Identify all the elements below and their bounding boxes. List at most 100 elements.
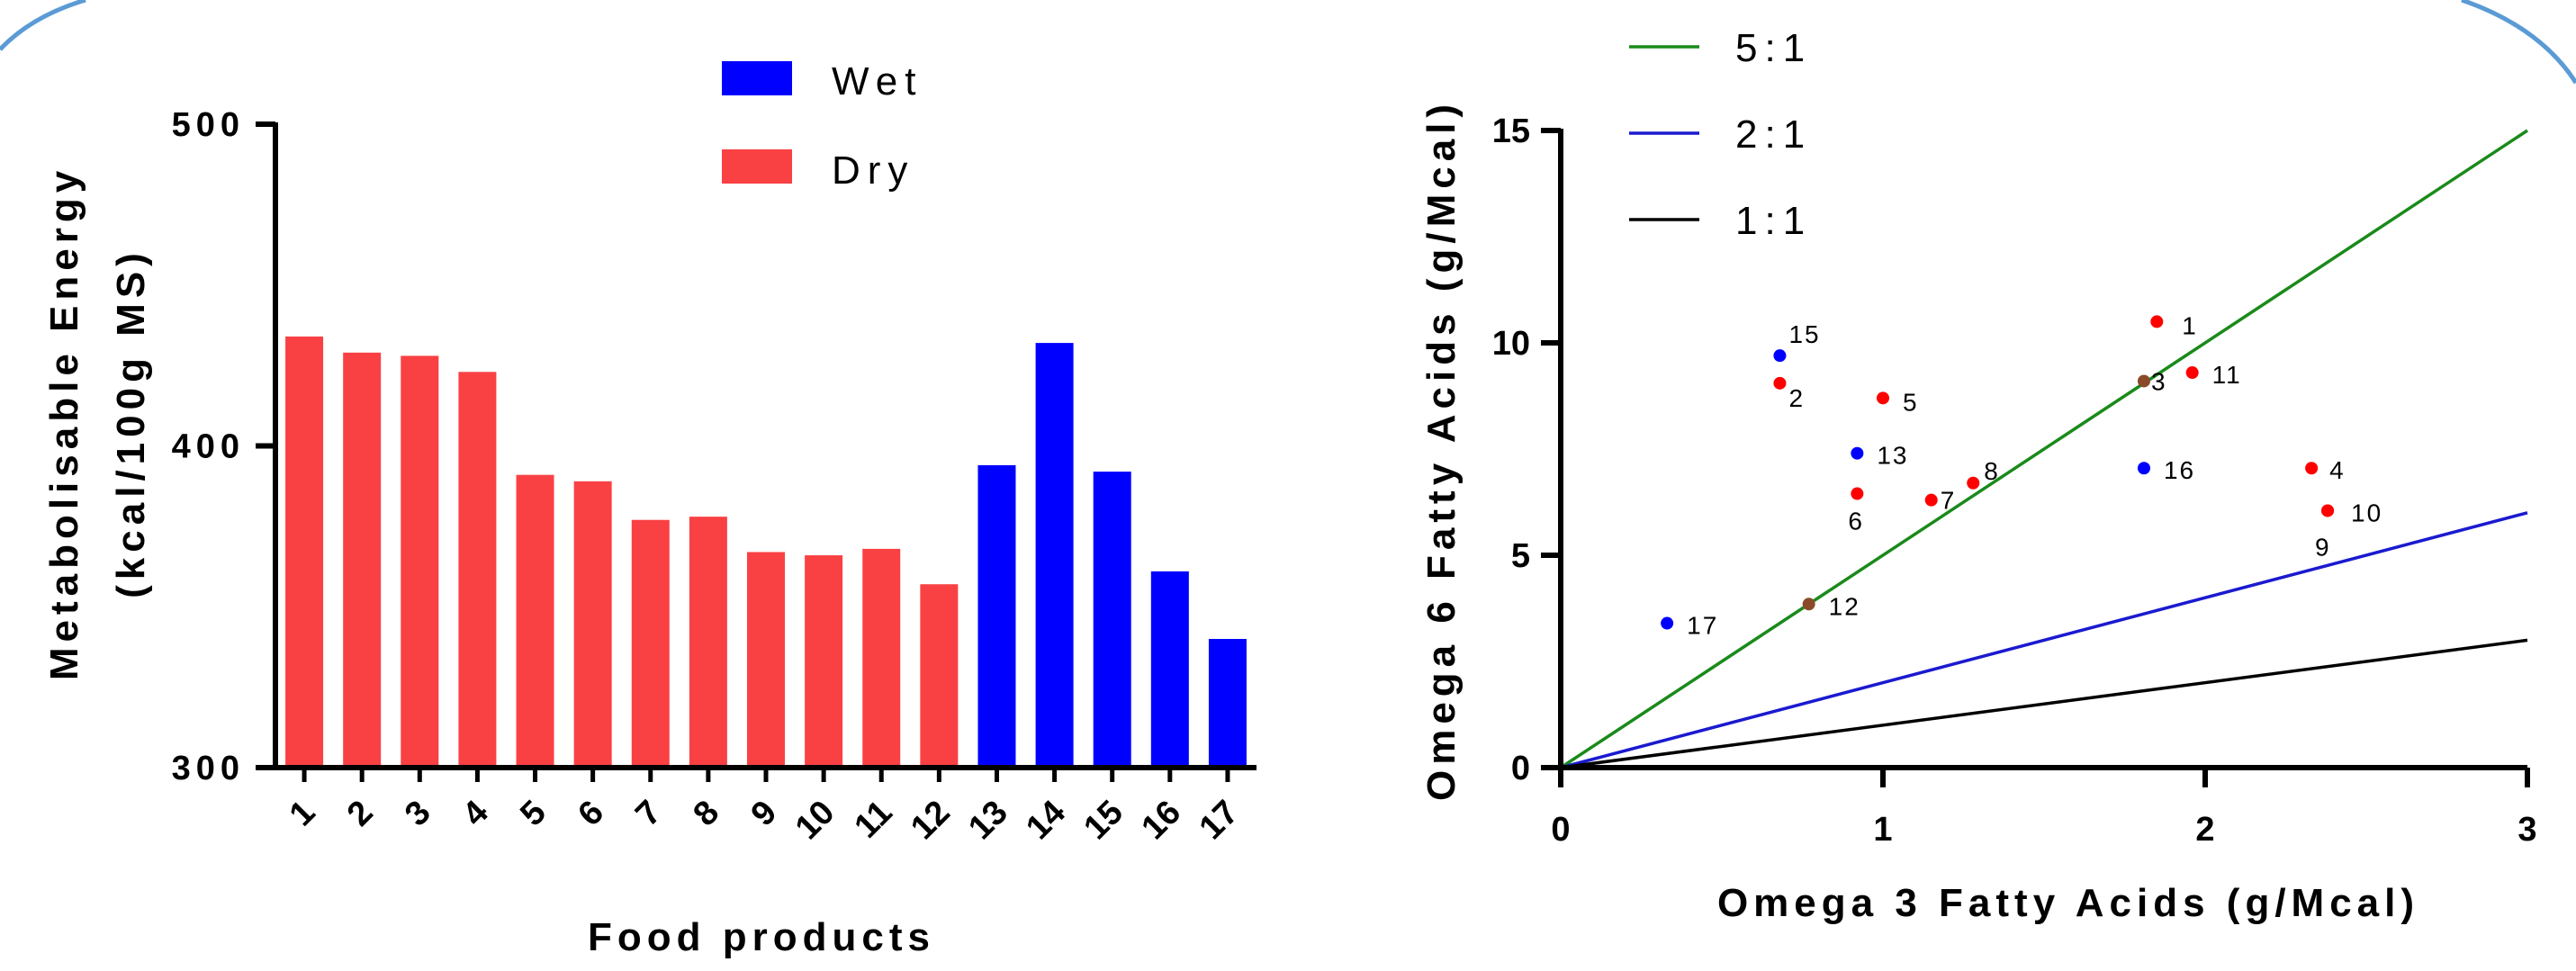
bar-x-tick-label: 2 bbox=[340, 794, 381, 834]
bar-x-tick-label: 16 bbox=[1135, 794, 1189, 848]
scatter-point-12 bbox=[1802, 598, 1815, 611]
scatter-point-label: 17 bbox=[1687, 612, 1718, 640]
scatter-point-label: 4 bbox=[2329, 456, 2346, 484]
bar-x-tick-label: 5 bbox=[513, 794, 554, 834]
bar-x-tick-label: 15 bbox=[1076, 794, 1130, 848]
bar-14 bbox=[1035, 343, 1074, 768]
bar-17 bbox=[1208, 639, 1247, 768]
ratio-line-5-1 bbox=[1560, 129, 2528, 769]
bar-x-tick-label: 12 bbox=[904, 794, 958, 848]
scatter-point-11 bbox=[2185, 366, 2199, 380]
bar-x-ticks: 1 2 3 4 5 6 7 8 9 10 11 12 13 14 15 16 17 bbox=[283, 768, 1247, 848]
scatter-point-7 bbox=[1924, 493, 1938, 507]
scatter-point-label: 9 bbox=[2315, 533, 2331, 561]
scatter-point-label: 6 bbox=[1848, 508, 1864, 535]
scatter-x-tick-label: 2 bbox=[2195, 811, 2214, 849]
scatter-point-2 bbox=[1773, 376, 1787, 390]
scatter-point-1 bbox=[2150, 315, 2164, 328]
scatter-y-tick-label: 10 bbox=[1492, 325, 1530, 363]
scatter-x-ticks: 0 1 2 3 bbox=[1551, 768, 2537, 849]
scatter-y-axis-title: Omega 6 Fatty Acids (g/Mcal) bbox=[1419, 99, 1464, 801]
bar-y-ticks: 300 400 500 bbox=[172, 106, 275, 787]
scatter-point-label: 8 bbox=[1984, 457, 2000, 485]
scatter-point-label: 16 bbox=[2164, 456, 2195, 484]
legend-label-1-1: 1:1 bbox=[1735, 199, 1812, 243]
legend-label-dry: Dry bbox=[832, 148, 914, 193]
ratio-line-1-1 bbox=[1560, 638, 2528, 769]
bar-15 bbox=[1093, 472, 1131, 768]
bar-x-tick-label: 10 bbox=[788, 794, 842, 848]
frame-arc-right bbox=[2461, 0, 2576, 85]
scatter-point-label: 10 bbox=[2351, 499, 2382, 526]
scatter-point-label: 1 bbox=[2182, 311, 2198, 339]
scatter-y-tick-label: 5 bbox=[1511, 537, 1530, 575]
scatter-point-16 bbox=[2137, 462, 2150, 475]
bar-10 bbox=[805, 555, 843, 768]
legend-label-5-1: 5:1 bbox=[1735, 26, 1812, 70]
bar-x-tick-label: 17 bbox=[1193, 794, 1247, 848]
ratio-line-2-1 bbox=[1560, 511, 2528, 769]
scatter-point-6 bbox=[1851, 487, 1864, 500]
bar-x-tick-label: 13 bbox=[961, 794, 1015, 848]
scatter-axes bbox=[1558, 129, 2527, 770]
scatter-point-15 bbox=[1773, 349, 1787, 363]
scatter-point-label: 11 bbox=[2212, 361, 2242, 389]
bar-13 bbox=[977, 464, 1016, 768]
scatter-point-5 bbox=[1877, 391, 1889, 405]
scatter-point-label: 15 bbox=[1788, 320, 1820, 348]
bar-y-tick-label: 400 bbox=[172, 428, 245, 466]
bar-4 bbox=[458, 372, 497, 768]
bar-x-tick-label: 6 bbox=[571, 794, 611, 834]
bar-11 bbox=[862, 548, 901, 768]
legend-label-2-1: 2:1 bbox=[1735, 112, 1812, 157]
bar-y-axis-title-line1: Metabolisable Energy bbox=[42, 166, 86, 680]
legend-label-wet: Wet bbox=[832, 59, 923, 103]
bar-y-axis-title-line2: (kcal/100g MS) bbox=[109, 247, 153, 598]
scatter-point-13 bbox=[1851, 446, 1864, 460]
bar-6 bbox=[573, 481, 612, 768]
scatter-y-ticks: 0 5 10 15 bbox=[1492, 112, 1561, 787]
scatter-x-tick-label: 3 bbox=[2517, 811, 2536, 849]
bar-2 bbox=[343, 352, 382, 768]
frame-arc-left bbox=[0, 0, 86, 51]
bar-x-tick-label: 14 bbox=[1019, 794, 1073, 848]
bar-y-tick-label: 300 bbox=[172, 750, 245, 787]
bar-5 bbox=[516, 474, 554, 768]
scatter-point-label: 2 bbox=[1788, 384, 1805, 412]
bar-7 bbox=[631, 519, 670, 768]
ratio-lines bbox=[1560, 129, 2528, 769]
bar-legend: Wet Dry bbox=[722, 59, 923, 193]
legend-swatch-wet bbox=[722, 61, 792, 95]
bar-x-tick-label: 4 bbox=[455, 794, 496, 834]
bar-x-tick-label: 11 bbox=[847, 794, 899, 846]
bar-x-tick-label: 3 bbox=[398, 794, 438, 834]
scatter-y-tick-label: 15 bbox=[1492, 112, 1530, 150]
scatter-point-17 bbox=[1661, 616, 1674, 630]
bar-x-tick-label: 1 bbox=[283, 794, 323, 834]
scatter-point-label: 5 bbox=[1903, 388, 1919, 416]
scatter-x-axis-title: Omega 3 Fatty Acids (g/Mcal) bbox=[1717, 881, 2419, 925]
legend-swatch-dry bbox=[722, 149, 792, 184]
bar-8 bbox=[689, 517, 727, 768]
scatter-point-label: 7 bbox=[1941, 487, 1957, 515]
bar-12 bbox=[920, 584, 959, 768]
bar-x-tick-label: 7 bbox=[628, 794, 669, 834]
bar-3 bbox=[401, 355, 439, 768]
bar-16 bbox=[1150, 571, 1189, 768]
bar-y-tick-label: 500 bbox=[172, 106, 245, 144]
scatter-x-tick-label: 1 bbox=[1873, 811, 1892, 849]
scatter-point-label: 12 bbox=[1829, 592, 1860, 620]
bar-x-tick-label: 9 bbox=[744, 794, 785, 834]
ratio-legend: 5:1 2:1 1:1 bbox=[1629, 26, 1812, 243]
bar-1 bbox=[285, 336, 324, 768]
bar-x-axis-title: Food products bbox=[588, 915, 935, 959]
bar-x-tick-label: 8 bbox=[687, 794, 727, 834]
scatter-point-3 bbox=[2137, 374, 2150, 388]
scatter-x-tick-label: 0 bbox=[1551, 811, 1570, 849]
scatter-y-tick-label: 0 bbox=[1511, 750, 1530, 787]
scatter-point-8 bbox=[1967, 476, 1980, 490]
